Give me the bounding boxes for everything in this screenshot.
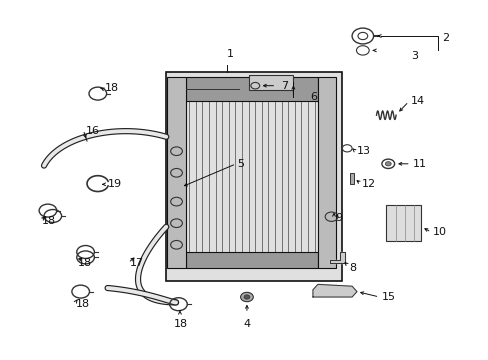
Text: 16: 16 <box>85 126 100 136</box>
FancyBboxPatch shape <box>167 77 185 268</box>
Text: 17: 17 <box>129 258 143 268</box>
Text: 2: 2 <box>442 33 449 43</box>
FancyBboxPatch shape <box>317 77 336 268</box>
Text: 12: 12 <box>361 179 375 189</box>
Text: 19: 19 <box>107 179 122 189</box>
Text: 8: 8 <box>349 263 356 273</box>
Text: 18: 18 <box>41 216 56 226</box>
Text: 18: 18 <box>105 83 119 93</box>
Text: 6: 6 <box>310 92 317 102</box>
Text: 5: 5 <box>237 159 244 169</box>
Text: 10: 10 <box>432 227 446 237</box>
Circle shape <box>385 162 390 166</box>
FancyBboxPatch shape <box>249 75 293 90</box>
Text: 4: 4 <box>243 319 250 329</box>
Text: 7: 7 <box>281 81 288 91</box>
Circle shape <box>244 295 249 299</box>
Text: 15: 15 <box>381 292 395 302</box>
Circle shape <box>240 292 253 302</box>
Text: 18: 18 <box>76 299 90 309</box>
FancyBboxPatch shape <box>349 173 353 184</box>
Text: 14: 14 <box>410 96 424 106</box>
FancyBboxPatch shape <box>166 72 342 281</box>
Polygon shape <box>312 284 356 297</box>
FancyBboxPatch shape <box>185 77 317 101</box>
Text: 13: 13 <box>356 146 370 156</box>
Text: 3: 3 <box>410 51 417 61</box>
Text: 18: 18 <box>174 319 187 329</box>
FancyBboxPatch shape <box>185 252 317 268</box>
FancyBboxPatch shape <box>386 205 420 241</box>
Text: 18: 18 <box>78 258 92 268</box>
Text: 1: 1 <box>226 49 233 59</box>
Text: 11: 11 <box>412 159 427 169</box>
Polygon shape <box>329 252 345 263</box>
Text: 9: 9 <box>334 213 342 223</box>
